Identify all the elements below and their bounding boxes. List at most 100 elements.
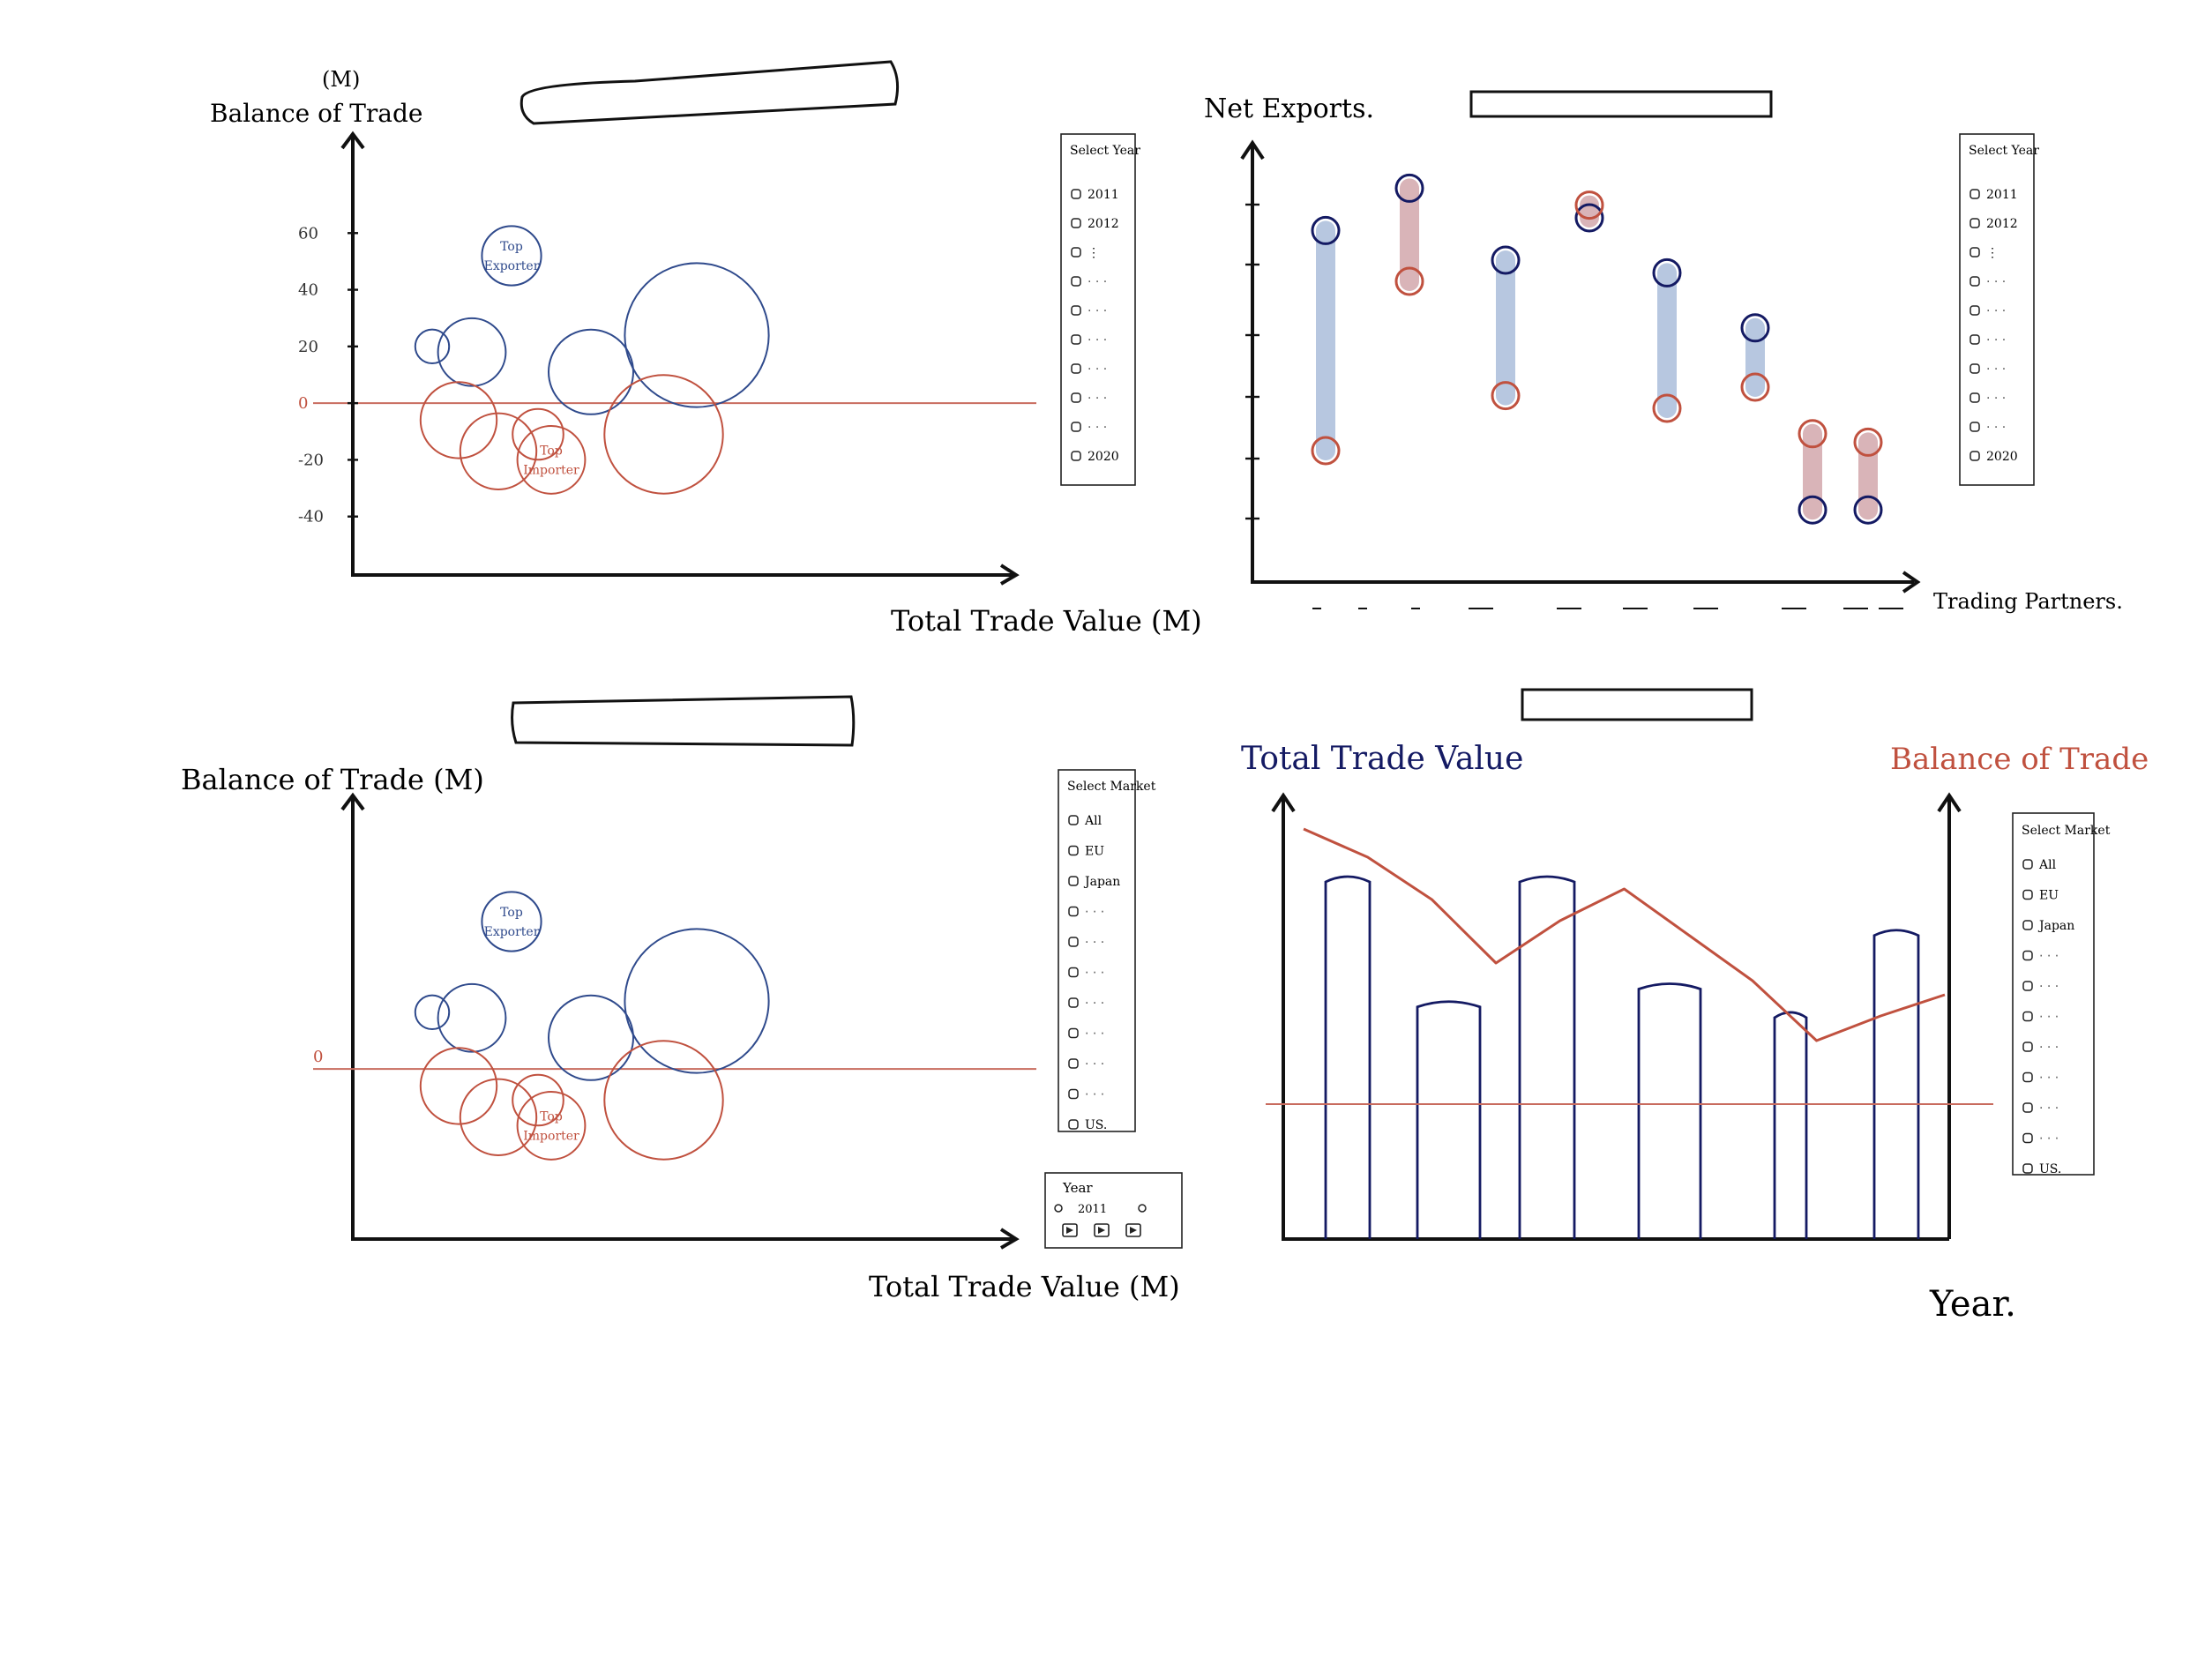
option-checkbox[interactable] — [1068, 1119, 1079, 1130]
option-checkbox[interactable] — [1970, 247, 1980, 258]
option-checkbox[interactable] — [1071, 422, 1081, 432]
year-slider-control[interactable]: Year 2011 — [1044, 1172, 1183, 1249]
option-checkbox[interactable] — [1068, 815, 1079, 825]
option-label[interactable]: 2020 — [1088, 450, 1119, 464]
annotation-text: Top — [500, 906, 523, 920]
trade-value-bar — [1773, 1011, 1808, 1239]
y-axis-arrow — [340, 131, 365, 150]
option-checkbox[interactable] — [2022, 1011, 2033, 1022]
dumbbell-marks — [1245, 173, 1903, 609]
option-checkbox[interactable] — [2022, 981, 2033, 991]
balance-of-trade-line — [1303, 827, 1946, 1042]
option-checkbox[interactable] — [2022, 1042, 2033, 1052]
option-label[interactable]: Japan — [2037, 919, 2074, 933]
option-checkbox[interactable] — [2022, 1071, 2033, 1083]
option-label[interactable]: All — [2038, 858, 2057, 872]
option-checkbox[interactable] — [1068, 876, 1079, 886]
option-label[interactable]: ⋮ — [1986, 246, 1999, 260]
option-checkbox[interactable] — [1970, 363, 1980, 374]
option-checkbox[interactable] — [1068, 967, 1079, 978]
option-placeholder: · · · — [1085, 1027, 1104, 1042]
legend-select-market[interactable]: Select Market All EU Japan · · · · · · · · · · … — [2012, 812, 2111, 1176]
annotation-text: Importer — [523, 1129, 579, 1143]
axes — [1251, 146, 1914, 584]
option-checkbox[interactable] — [2022, 950, 2033, 961]
option-placeholder: · · · — [2039, 1011, 2059, 1025]
annotation-text: Top — [540, 444, 563, 458]
year-control-value: 2011 — [1078, 1203, 1107, 1216]
option-checkbox[interactable] — [1068, 937, 1079, 947]
option-label[interactable]: Japan — [1083, 875, 1120, 889]
legend-select-year[interactable]: Select Year 2011 2012 ⋮ · · · · · · · · · · · ·… — [1060, 133, 1140, 486]
export-dot — [1574, 203, 1604, 233]
importer-bubble — [603, 374, 724, 495]
y-axis-arrow — [340, 792, 365, 811]
option-checkbox[interactable] — [1071, 392, 1081, 403]
option-checkbox[interactable] — [1970, 451, 1980, 461]
option-checkbox[interactable] — [1068, 1058, 1079, 1069]
option-label[interactable]: 2011 — [1088, 188, 1119, 202]
option-label[interactable]: 2012 — [1986, 217, 2018, 231]
import-dot — [1491, 381, 1521, 411]
option-checkbox[interactable] — [1970, 189, 1980, 199]
option-label[interactable]: 2020 — [1986, 450, 2018, 464]
option-checkbox[interactable] — [1068, 1027, 1079, 1039]
option-placeholder: · · · — [1986, 275, 2006, 289]
legend-select-year[interactable]: Select Year 2011 2012 ⋮ · · · · · · · · · · · ·… — [1959, 133, 2039, 486]
option-label[interactable]: ⋮ — [1088, 246, 1100, 260]
option-checkbox[interactable] — [2022, 859, 2033, 870]
option-label[interactable]: EU — [2039, 889, 2059, 903]
x-axis-label: Total Trade Value (M) — [891, 604, 1202, 638]
option-placeholder: · · · — [2039, 1041, 2059, 1055]
axes — [351, 137, 1014, 577]
option-checkbox[interactable] — [1068, 845, 1079, 856]
option-checkbox[interactable] — [2022, 920, 2033, 930]
next-icon-glyph — [1130, 1227, 1137, 1234]
option-label[interactable]: US. — [2039, 1162, 2061, 1176]
option-label[interactable]: All — [1084, 814, 1102, 828]
option-checkbox[interactable] — [1071, 276, 1081, 287]
option-checkbox[interactable] — [1970, 334, 1980, 345]
importer-bubble — [419, 381, 498, 459]
option-checkbox[interactable] — [2022, 1132, 2033, 1144]
export-dot — [1853, 495, 1883, 525]
option-checkbox[interactable] — [1071, 305, 1081, 316]
option-checkbox[interactable] — [1071, 247, 1081, 258]
option-checkbox[interactable] — [1071, 218, 1081, 228]
option-checkbox[interactable] — [1071, 189, 1081, 199]
option-checkbox[interactable] — [1068, 906, 1079, 917]
option-checkbox[interactable] — [1970, 392, 1980, 403]
x-axis-label: Year. — [1929, 1284, 2016, 1325]
y-axis-arrow — [1240, 139, 1265, 161]
annotation-text: Exporter — [484, 925, 540, 939]
exporter-bubble — [548, 994, 634, 1081]
option-checkbox[interactable] — [1071, 451, 1081, 461]
option-placeholder: · · · — [1986, 362, 2006, 377]
x-axis-label: Total Trade Value (M) — [869, 1270, 1180, 1303]
option-checkbox[interactable] — [1071, 363, 1081, 374]
legend-select-market[interactable]: Select Market All EU Japan · · · · · · · · · · … — [1058, 769, 1156, 1132]
option-label[interactable]: US. — [1085, 1118, 1107, 1132]
option-checkbox[interactable] — [1071, 334, 1081, 345]
option-placeholder: · · · — [2039, 1071, 2059, 1086]
option-checkbox[interactable] — [1970, 218, 1980, 228]
import-dot — [1652, 393, 1682, 423]
top-importer-bubble — [516, 425, 587, 495]
option-checkbox[interactable] — [1970, 276, 1980, 287]
option-label[interactable]: 2012 — [1088, 217, 1119, 231]
option-label[interactable]: 2011 — [1986, 188, 2018, 202]
y-axis-label: Balance of Trade — [210, 99, 422, 128]
bar-marks — [1266, 827, 1993, 1239]
option-checkbox[interactable] — [1068, 1088, 1079, 1100]
left-y-axis-arrow — [1271, 792, 1296, 813]
option-label[interactable]: EU — [1085, 845, 1104, 859]
option-checkbox[interactable] — [2022, 1163, 2033, 1174]
annotation-text: Top — [500, 240, 523, 254]
option-checkbox[interactable] — [1970, 422, 1980, 432]
option-checkbox[interactable] — [1970, 305, 1980, 316]
option-checkbox[interactable] — [2022, 1102, 2033, 1113]
option-checkbox[interactable] — [2022, 889, 2033, 900]
export-dot — [1311, 215, 1341, 245]
option-checkbox[interactable] — [1068, 997, 1079, 1008]
